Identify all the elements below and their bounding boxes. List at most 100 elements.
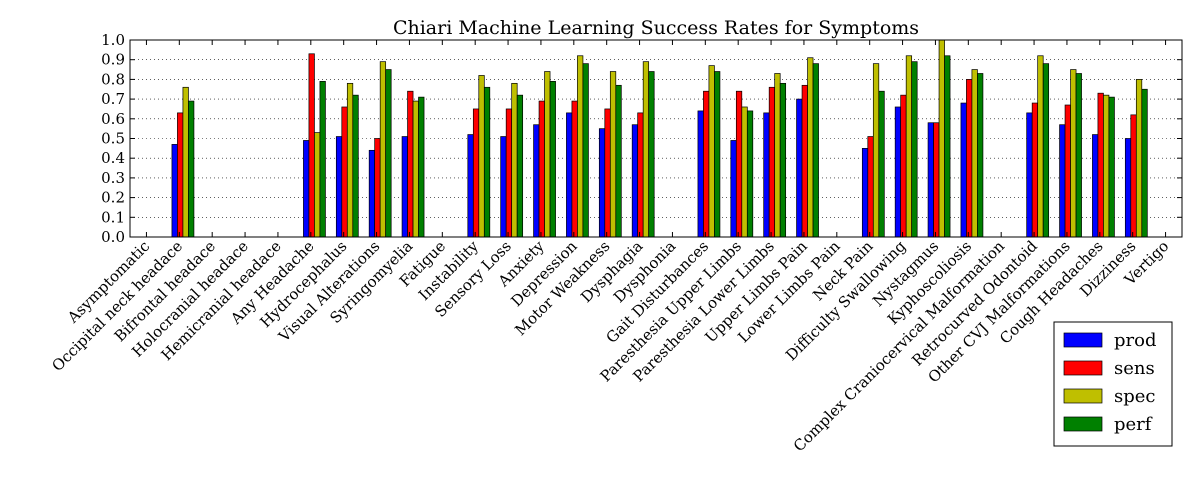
bar-sens — [933, 122, 940, 238]
bar-perf — [977, 73, 984, 238]
y-tick-label: 0.6 — [101, 110, 125, 128]
bar-prod — [303, 140, 310, 238]
bar-perf — [1042, 63, 1050, 238]
bar-spec — [182, 86, 189, 238]
bar-prod — [1124, 138, 1132, 238]
legend-swatch-prod — [1063, 332, 1103, 348]
legend-label-prod: prod — [1114, 330, 1157, 351]
bar-sens — [604, 108, 611, 238]
bar-sens — [505, 108, 513, 238]
y-tick-label: 0.3 — [101, 169, 125, 187]
bar-spec — [642, 61, 650, 238]
bar-perf — [944, 55, 951, 238]
y-tick-label: 0.4 — [101, 149, 125, 167]
bar-perf — [1141, 88, 1148, 238]
bar-sens — [768, 86, 776, 238]
bar-sens — [472, 108, 480, 238]
bar-prod — [927, 122, 934, 238]
bar-spec — [971, 69, 978, 238]
bar-prod — [171, 144, 178, 238]
bar-sens — [1031, 102, 1039, 238]
bar-sens — [703, 90, 710, 238]
bar-sens — [177, 112, 184, 238]
legend-label-spec: spec — [1114, 386, 1156, 407]
y-tick-label: 0.9 — [101, 51, 125, 69]
bar-sens — [637, 112, 644, 238]
bar-prod — [697, 110, 704, 238]
bar-prod — [796, 98, 803, 238]
legend-swatch-sens — [1063, 360, 1103, 376]
bars — [171, 39, 1148, 238]
bar-perf — [648, 71, 655, 238]
bar-spec — [807, 57, 814, 238]
bar-perf — [582, 63, 589, 238]
legend-swatch-perf — [1063, 416, 1103, 432]
bar-sens — [966, 79, 973, 238]
bar-perf — [746, 110, 754, 238]
bar-prod — [1092, 134, 1099, 238]
bar-spec — [609, 71, 617, 238]
bar-perf — [319, 81, 326, 238]
bar-prod — [861, 148, 869, 238]
bar-spec — [1070, 69, 1077, 238]
bar-spec — [1037, 55, 1044, 238]
bar-spec — [1135, 79, 1143, 238]
bar-spec — [938, 39, 945, 238]
bar-spec — [872, 63, 880, 238]
legend-swatch-spec — [1063, 388, 1103, 404]
bar-prod — [894, 106, 902, 238]
bar-perf — [385, 69, 392, 238]
bar-prod — [533, 124, 540, 238]
bar-prod — [500, 136, 507, 238]
bar-prod — [730, 140, 737, 238]
bar-perf — [714, 71, 721, 238]
legend-label-perf: perf — [1114, 414, 1153, 435]
bar-sens — [308, 53, 315, 238]
bar-sens — [900, 94, 907, 238]
bar-perf — [812, 63, 819, 238]
bar-sens — [538, 100, 545, 238]
bar-perf — [1075, 73, 1082, 238]
bar-perf — [1108, 96, 1115, 238]
legend: prod sens spec perf — [1053, 321, 1173, 447]
bar-prod — [368, 149, 376, 238]
bar-prod — [401, 136, 408, 238]
bar-perf — [483, 86, 491, 238]
bar-prod — [598, 128, 606, 238]
bar-prod — [335, 136, 343, 238]
bar-spec — [511, 82, 518, 238]
bar-spec — [346, 82, 354, 238]
bar-perf — [352, 94, 359, 238]
y-tick-label: 0.0 — [101, 228, 125, 246]
bar-spec — [544, 71, 551, 238]
bar-perf — [188, 100, 195, 238]
bar-spec — [412, 100, 419, 238]
bar-spec — [478, 75, 485, 238]
bar-sens — [341, 106, 348, 238]
y-tick-label: 0.7 — [101, 90, 125, 108]
bar-prod — [960, 102, 967, 238]
bar-spec — [314, 132, 321, 238]
legend-label-sens: sens — [1114, 358, 1155, 379]
y-tick-label: 0.5 — [101, 130, 125, 148]
bar-prod — [631, 124, 639, 238]
bar-prod — [763, 112, 770, 238]
y-tick-label: 1.0 — [101, 31, 125, 49]
y-tick-label: 0.8 — [101, 70, 125, 88]
bar-prod — [1059, 124, 1066, 238]
bar-spec — [577, 55, 584, 238]
y-tick-labels: 0.0 0.10.2 0.3 0.40.5 0.6 0.7 0.80.9 1.0 — [101, 31, 125, 246]
bar-perf — [911, 61, 918, 238]
axis-ticks — [130, 39, 1182, 238]
bar-sens — [735, 90, 743, 238]
bar-sens — [374, 138, 381, 238]
bar-spec — [905, 55, 913, 238]
bar-sens — [1097, 92, 1104, 238]
bar-prod — [1026, 112, 1033, 238]
bar-sens — [407, 90, 414, 238]
bar-sens — [801, 84, 808, 238]
bar-sens — [1130, 114, 1137, 238]
bar-sens — [867, 136, 874, 238]
